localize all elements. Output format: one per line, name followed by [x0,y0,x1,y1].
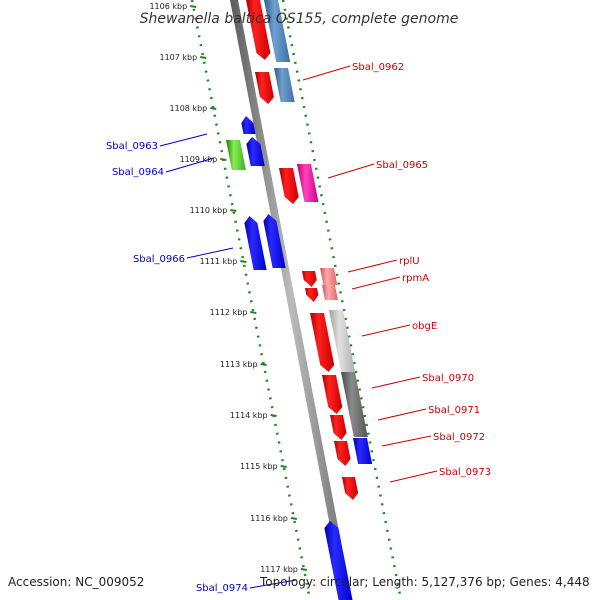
gene-callouts [159,65,438,589]
gene-label-sbal-0963[interactable]: Sbal_0963 [106,141,158,152]
kbp-tick [270,414,277,417]
gene-rpma-red[interactable] [305,288,319,302]
callout-line [327,163,375,179]
kbp-tick-label: 1112 kbp [210,308,248,317]
callout-line [249,579,297,589]
gene-sbal-0964-green[interactable] [226,140,246,170]
gene-sbal-0965-red[interactable] [279,168,299,204]
kbp-tick [260,363,267,366]
gene-red-top[interactable] [246,0,271,60]
kbp-tick [220,158,227,161]
kbp-tick [280,465,287,468]
kbp-tick-label: 1106 kbp [149,2,187,11]
gene-rpma-pink[interactable] [322,285,338,300]
gene-label-rplu[interactable]: rplU [399,256,420,267]
gene-sbal-0972-blue[interactable] [353,438,373,464]
gene-rplu-pink[interactable] [320,268,338,285]
gene-rplu-red[interactable] [302,271,317,287]
kbp-tick [300,568,308,571]
kbp-tick-label: 1117 kbp [260,565,298,574]
callout-line [186,247,234,259]
kbp-tick [250,311,257,314]
gene-steel-top[interactable] [264,0,291,62]
kbp-tick-label: 1116 kbp [250,514,288,523]
gene-label-sbal-0965[interactable]: Sbal_0965 [376,160,428,171]
gene-label-sbal-0971[interactable]: Sbal_0971 [428,405,480,416]
callout-line [389,470,438,483]
callout-line [351,276,401,290]
kbp-tick [210,107,217,110]
gene-sbal-0974[interactable] [324,521,353,600]
gene-sbal-0966-b[interactable] [263,214,286,268]
gene-label-sbal-0970[interactable]: Sbal_0970 [422,373,474,384]
topology-text: Topology: circular; Length: 5,127,376 bp… [259,575,590,589]
kbp-ticks: 1106 kbp 1107 kbp 1108 kbp 1109 kbp 1110 kbp… [149,2,308,574]
gene-sbal-0970-darkgray[interactable] [341,372,368,437]
gene-label-sbal-0972[interactable]: Sbal_0972 [433,432,485,443]
gene-sbal-0966-a[interactable] [244,216,267,270]
kbp-tick-label: 1107 kbp [160,53,198,62]
callout-line [361,324,411,337]
gene-label-obge[interactable]: obgE [412,321,437,332]
gene-sbal-0970-red[interactable] [322,375,343,414]
kbp-tick [200,56,207,59]
map-title: Shewanella baltica OS155, complete genom… [140,11,459,27]
callout-line [377,408,427,421]
callout-line [371,376,421,389]
gene-sbal-0963[interactable] [241,116,256,134]
kbp-tick-label: 1113 kbp [220,360,258,369]
gene-sbal-0965-magenta[interactable] [297,164,319,202]
gene-sbal-0962-steel[interactable] [274,68,295,102]
kbp-tick-label: 1115 kbp [240,462,278,471]
gene-label-sbal-0966[interactable]: Sbal_0966 [133,254,185,265]
right-dotted-track [281,0,403,600]
kbp-tick [190,5,197,8]
gene-label-sbal-0962[interactable]: Sbal_0962 [352,62,404,73]
gene-obge-lightgray[interactable] [329,310,356,372]
gene-sbal-0973-red[interactable] [342,477,359,500]
kbp-tick-label: 1109 kbp [180,155,218,164]
kbp-tick-label: 1111 kbp [200,257,238,266]
callout-line [165,157,215,173]
gene-features [226,0,373,600]
kbp-tick [240,260,247,263]
gene-label-sbal-0973[interactable]: Sbal_0973 [439,467,491,478]
callout-line [381,435,432,447]
gene-sbal-0962-red[interactable] [255,72,274,104]
callout-line [159,133,208,147]
callout-line [302,65,351,81]
gene-sbal-0971-red[interactable] [330,415,347,440]
gene-label-sbal-0964[interactable]: Sbal_0964 [112,167,164,178]
callout-line [347,259,398,273]
gene-label-rpma[interactable]: rpmA [402,273,429,284]
gene-label-sbal-0974[interactable]: Sbal_0974 [196,583,248,594]
kbp-tick-label: 1108 kbp [170,104,208,113]
gene-sbal-0964-blue[interactable] [246,137,265,166]
gene-sbal-0972-red[interactable] [334,441,351,466]
kbp-tick [230,209,237,212]
kbp-tick-label: 1110 kbp [190,206,228,215]
kbp-tick [290,517,298,520]
accession-text: Accession: NC_009052 [8,575,144,589]
kbp-tick-label: 1114 kbp [230,411,268,420]
gene-obge-red[interactable] [310,313,335,372]
